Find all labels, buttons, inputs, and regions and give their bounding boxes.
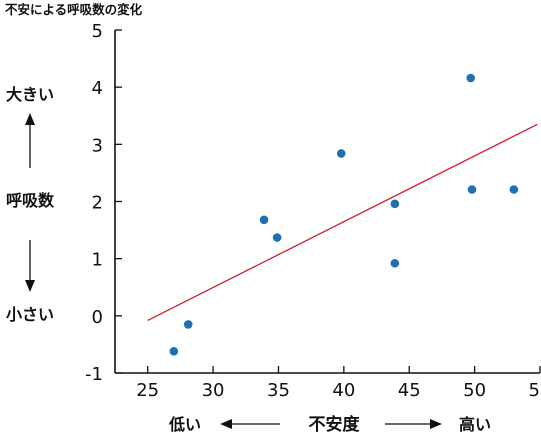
x-high-label: 高い [459,415,491,433]
y-low-label: 小さい [6,305,54,324]
data-point [169,346,179,356]
data-point [467,185,477,194]
data-point [183,320,193,329]
data-point [390,199,400,209]
up-arrow-icon [25,113,35,168]
y-tick-label: 1 [92,250,103,271]
data-point [466,73,475,83]
data-point [390,258,400,268]
x-tick-label: 40 [332,380,355,401]
data-point [509,185,519,194]
x-axis-title: 不安度 [309,414,361,433]
x-tick-label: 55 [529,380,541,401]
trend-line [147,123,538,321]
x-tick-label: 25 [136,380,159,401]
data-point [336,149,346,158]
x-tick-label: 30 [202,380,225,401]
data-point [259,215,269,225]
y-tick-label: 2 [92,193,103,214]
y-axis-title: 呼吸数 [6,191,55,210]
plot-area [114,29,541,374]
y-high-label: 大きい [6,85,54,104]
y-tick-label: 3 [92,135,103,156]
x-tick-label: 50 [463,380,486,401]
x-tick-label: 45 [398,380,421,401]
down-arrow-icon [25,240,35,292]
y-tick-label: -1 [85,364,103,385]
y-tick-label: 0 [92,307,103,328]
left-arrow-icon [220,419,280,429]
x-low-label: 低い [168,415,201,433]
x-tick-label: 35 [267,380,290,401]
data-point [272,233,282,242]
y-tick-label: 4 [92,78,103,99]
right-arrow-icon [385,419,442,429]
tick-labels: 5 4 3 2 1 0 -1 25 30 35 40 45 50 55 [85,21,541,401]
y-tick-label: 5 [92,21,103,42]
chart-title: 不安による呼吸数の変化 [5,2,143,17]
